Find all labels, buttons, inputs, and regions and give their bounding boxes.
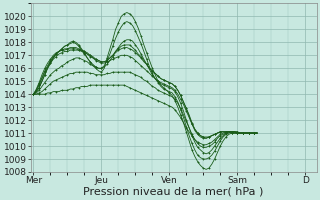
X-axis label: Pression niveau de la mer( hPa ): Pression niveau de la mer( hPa )	[84, 187, 264, 197]
